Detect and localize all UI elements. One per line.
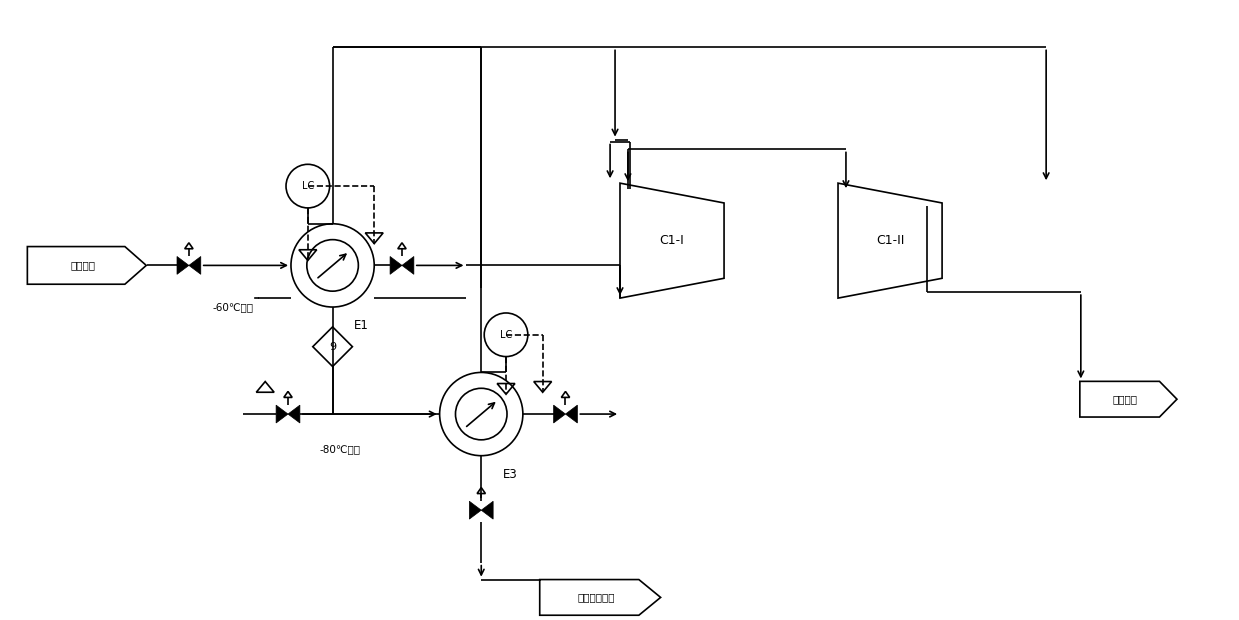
Polygon shape <box>470 502 481 519</box>
Text: 重烃去液体炉: 重烃去液体炉 <box>577 592 615 603</box>
Polygon shape <box>481 502 493 519</box>
Text: C1-II: C1-II <box>876 234 904 247</box>
Text: -80℃用户: -80℃用户 <box>320 444 361 454</box>
Polygon shape <box>276 405 287 423</box>
Polygon shape <box>287 405 300 423</box>
Text: 去气体炉: 去气体炉 <box>1113 394 1137 404</box>
Text: 原料碳二: 原料碳二 <box>71 260 95 270</box>
Text: 9: 9 <box>330 342 336 352</box>
Polygon shape <box>401 257 414 274</box>
Text: E3: E3 <box>503 467 518 481</box>
Polygon shape <box>554 405 565 423</box>
Polygon shape <box>177 257 188 274</box>
Text: LC: LC <box>499 330 512 340</box>
Text: LC: LC <box>301 181 313 191</box>
Polygon shape <box>565 405 577 423</box>
Text: -60℃用户: -60℃用户 <box>213 302 254 312</box>
Polygon shape <box>188 257 201 274</box>
Text: E1: E1 <box>354 319 369 332</box>
Text: C1-I: C1-I <box>659 234 684 247</box>
Polygon shape <box>390 257 401 274</box>
